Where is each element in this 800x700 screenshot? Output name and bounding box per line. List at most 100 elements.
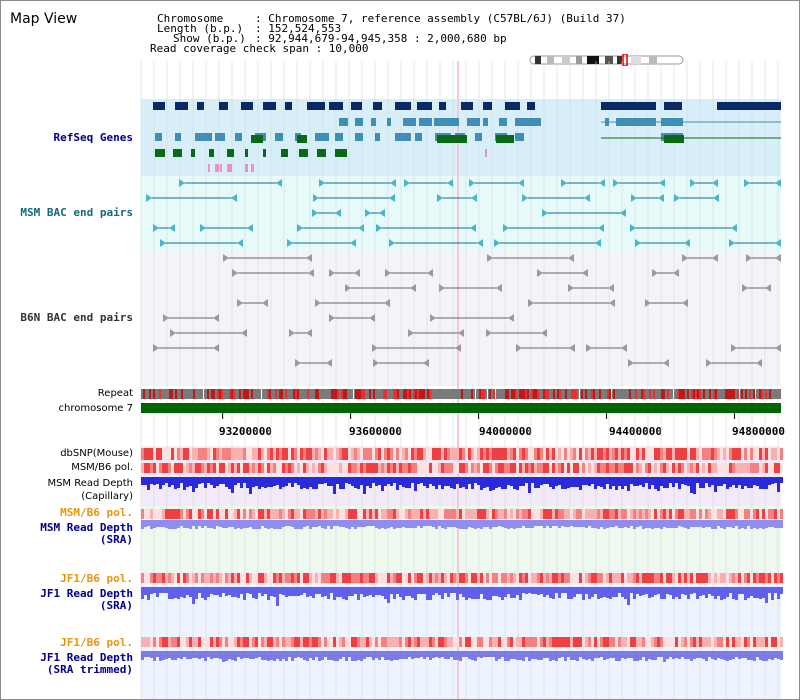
read-depth-bar [267, 520, 270, 529]
read-depth-bar [711, 477, 714, 485]
polymorphism-cell [198, 463, 201, 473]
polymorphism-cell [570, 448, 573, 460]
read-depth-bar [642, 587, 645, 595]
polymorphism-cell [534, 448, 537, 460]
read-depth-bar [249, 587, 252, 594]
polymorphism-cell [237, 448, 240, 460]
read-depth-bar [168, 651, 171, 658]
polymorphism-cell [240, 637, 243, 647]
read-depth-bar [420, 651, 423, 657]
polymorphism-cell [483, 637, 486, 647]
read-depth-bar [675, 477, 678, 483]
polymorphism-cell [576, 448, 579, 460]
read-depth-bar [690, 587, 693, 594]
read-depth-bar [636, 587, 639, 594]
read-depth-bar [768, 587, 771, 593]
polymorphism-cell [483, 463, 486, 473]
bac-end-marker [613, 179, 619, 187]
polymorphism-cell [630, 573, 633, 583]
read-depth-bar [525, 651, 528, 657]
read-depth-bar [390, 651, 393, 661]
read-depth-bar [471, 477, 474, 489]
polymorphism-cell [270, 463, 273, 473]
polymorphism-cell [357, 637, 360, 647]
repeat-block [413, 389, 415, 399]
track-label-jf1-depth-sra-sub: (SRA) [99, 599, 133, 612]
polymorphism-cell [381, 463, 384, 473]
read-depth-bar [720, 477, 723, 486]
polymorphism-cell [621, 463, 624, 473]
polymorphism-cell [429, 573, 432, 583]
polymorphism-cell [300, 509, 303, 519]
read-depth-bar [225, 587, 228, 596]
gene-feature [415, 133, 422, 141]
polymorphism-cell [495, 448, 498, 460]
polymorphism-cell [702, 573, 705, 583]
polymorphism-cell [648, 448, 651, 460]
read-depth-bar [237, 651, 240, 657]
polymorphism-cell [465, 509, 468, 519]
read-depth-bar [609, 520, 612, 527]
read-depth-bar [435, 477, 438, 489]
repeat-block [745, 389, 747, 399]
polymorphism-cell [258, 509, 261, 519]
polymorphism-cell [717, 509, 720, 519]
polymorphism-cell [225, 509, 228, 519]
polymorphism-cell [204, 448, 207, 460]
gene-feature-pink [217, 164, 219, 172]
chromosome-ideogram[interactable] [529, 54, 685, 66]
read-depth-bar [435, 587, 438, 593]
polymorphism-cell [774, 573, 777, 583]
polymorphism-cell [441, 637, 444, 647]
polymorphism-cell [216, 448, 219, 460]
polymorphism-cell [714, 573, 717, 583]
polymorphism-cell [372, 463, 375, 473]
polymorphism-cell [681, 463, 684, 473]
read-depth-bar [474, 651, 477, 661]
polymorphism-cell [342, 448, 345, 460]
gene-feature [521, 118, 541, 126]
read-depth-bar [462, 651, 465, 657]
read-depth-bar [561, 651, 564, 657]
read-depth-bar [540, 477, 543, 485]
read-depth-bar [189, 477, 192, 486]
polymorphism-cell [396, 448, 399, 460]
polymorphism-cell [174, 463, 177, 473]
read-depth-bar [258, 587, 261, 593]
polymorphism-cell [393, 448, 396, 460]
polymorphism-cell [492, 509, 495, 519]
polymorphism-cell [489, 573, 492, 583]
polymorphism-cell [747, 448, 750, 460]
polymorphism-cell [492, 573, 495, 583]
polymorphism-cell [279, 448, 282, 460]
read-depth-bar [351, 477, 354, 486]
repeat-block [397, 389, 399, 399]
read-depth-bar [336, 587, 339, 597]
polymorphism-cell [246, 463, 249, 473]
read-depth-bar [387, 520, 390, 528]
polymorphism-cell [717, 637, 720, 647]
polymorphism-cell [198, 573, 201, 583]
polymorphism-cell [774, 509, 777, 519]
polymorphism-cell [672, 509, 675, 519]
read-depth-bar [246, 477, 249, 488]
polymorphism-cell [285, 637, 288, 647]
polymorphism-cell [519, 573, 522, 583]
read-depth-bar [156, 477, 159, 484]
bac-end-marker [237, 239, 243, 247]
repeat-block [171, 389, 173, 399]
gene-feature [461, 102, 473, 110]
gene-feature [515, 133, 524, 141]
read-depth-bar [774, 520, 777, 528]
polymorphism-cell [234, 573, 237, 583]
polymorphism-cell [756, 637, 759, 647]
read-depth-bar [669, 651, 672, 657]
read-depth-bar [543, 651, 546, 658]
read-depth-bar [456, 651, 459, 660]
polymorphism-cell [774, 637, 777, 647]
read-depth-bar [303, 651, 306, 660]
read-depth-bar [459, 477, 462, 488]
read-depth-bar [534, 651, 537, 659]
